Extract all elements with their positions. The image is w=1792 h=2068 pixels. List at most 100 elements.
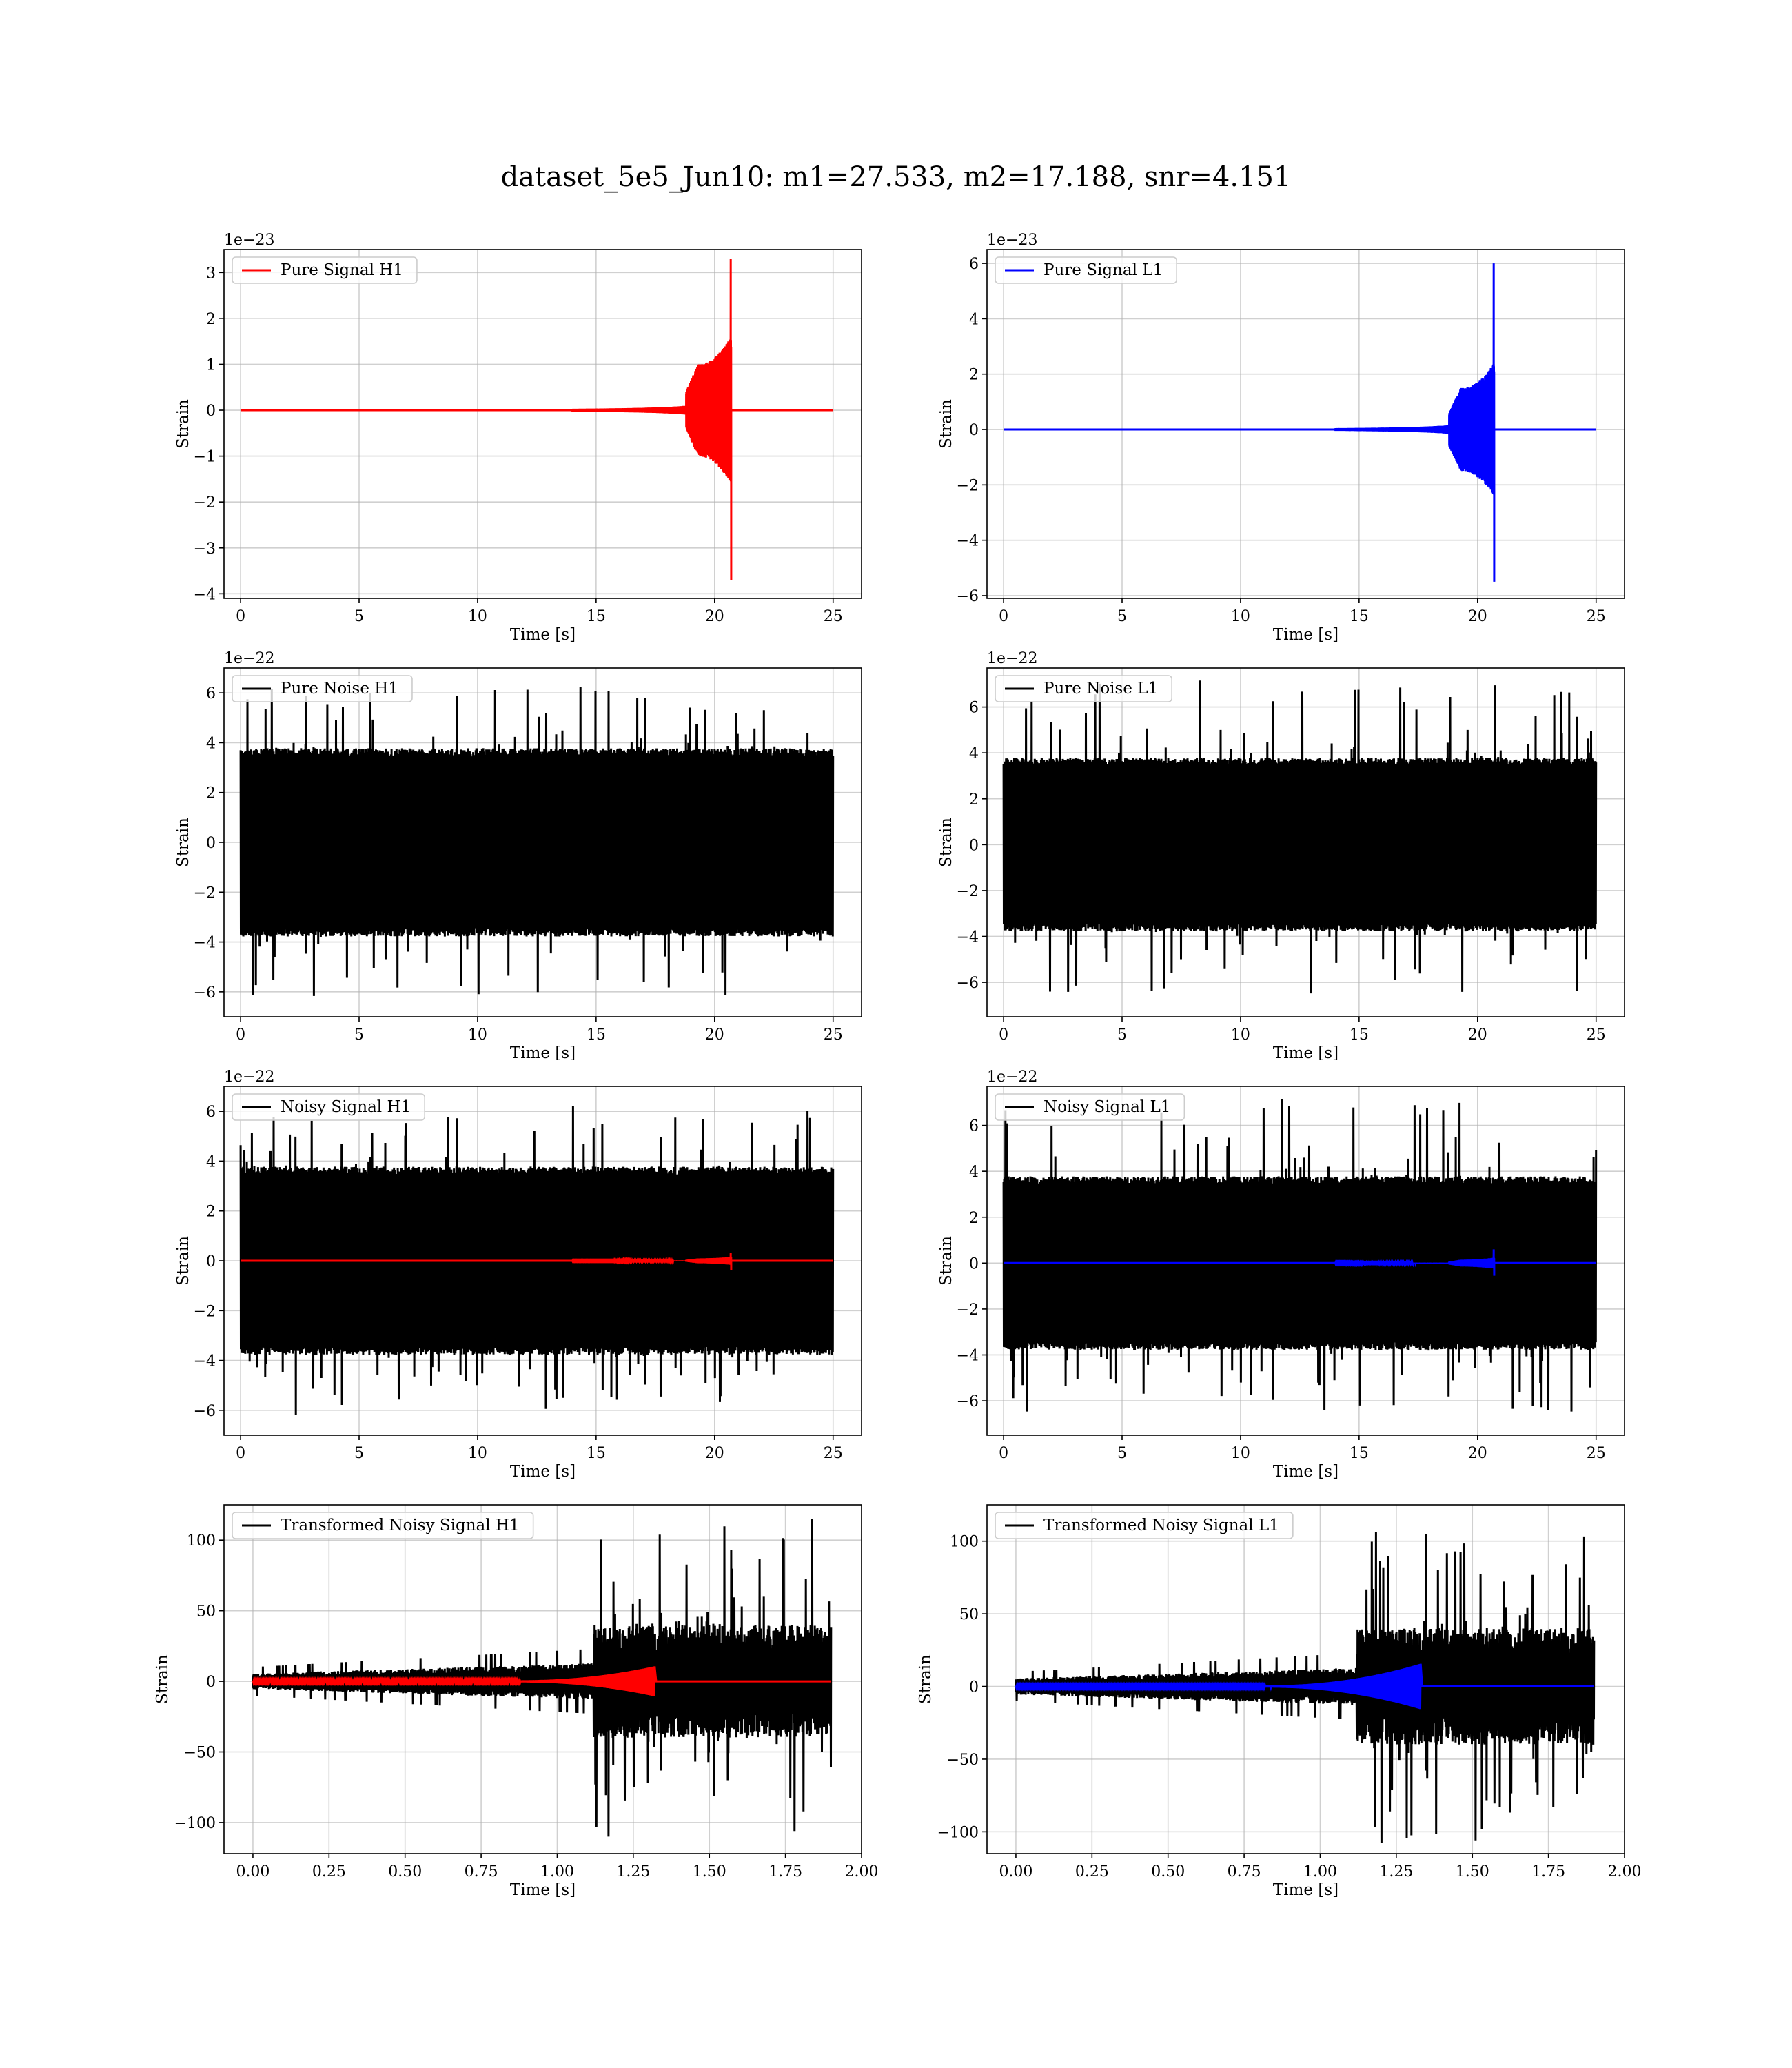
legend-label: Transformed Noisy Signal H1 — [281, 1517, 520, 1534]
y-tick-label: −6 — [194, 984, 216, 1002]
x-tick-label: 15 — [1350, 1445, 1369, 1462]
y-axis-label: Strain — [937, 818, 955, 867]
y-tick-label: −50 — [184, 1745, 216, 1762]
x-tick-label: 0.25 — [1075, 1863, 1109, 1881]
series-line — [1002, 680, 1598, 994]
x-tick-label: 0 — [236, 1026, 245, 1044]
y-tick-label: 50 — [959, 1606, 979, 1623]
x-tick-label: 1.75 — [768, 1863, 802, 1881]
legend-box — [995, 256, 1177, 284]
y-tick-label: −6 — [957, 588, 979, 605]
y-tick-label: −2 — [194, 884, 216, 902]
series-line — [1334, 263, 1596, 582]
y-tick-label: −50 — [947, 1752, 979, 1769]
y-tick-label: 0 — [206, 1674, 216, 1691]
x-tick-label: 5 — [354, 608, 364, 625]
y-tick-label: 4 — [206, 735, 216, 752]
axes-frame — [986, 1504, 1625, 1854]
x-tick-label: 25 — [1587, 608, 1606, 625]
series-line — [1015, 1663, 1594, 1710]
y-tick-label: −2 — [194, 494, 216, 511]
y-tick-label: −4 — [194, 935, 216, 952]
y-tick-label: 6 — [969, 256, 979, 273]
y-axis-label: Strain — [937, 399, 955, 449]
y-tick-label: 6 — [969, 1118, 979, 1135]
x-tick-label: 15 — [1350, 1026, 1369, 1044]
legend: Transformed Noisy Signal L1 — [995, 1512, 1294, 1539]
series-line — [571, 258, 833, 580]
legend-label: Pure Signal H1 — [281, 261, 403, 279]
y-tick-label: −4 — [957, 533, 979, 550]
x-axis-label: Time [s] — [1273, 1463, 1338, 1481]
x-tick-label: 25 — [1587, 1445, 1606, 1462]
x-tick-label: 0.25 — [312, 1863, 346, 1881]
y-axis-label: Strain — [917, 1654, 935, 1704]
x-axis-label: Time [s] — [1273, 1044, 1338, 1062]
y-tick-label: −6 — [957, 975, 979, 992]
y-tick-label: −2 — [194, 1303, 216, 1320]
x-tick-label: 15 — [587, 1026, 606, 1044]
x-tick-label: 25 — [824, 608, 843, 625]
y-tick-label: 2 — [206, 1204, 216, 1221]
x-axis-label: Time [s] — [510, 626, 576, 644]
x-tick-label: 1.00 — [1303, 1863, 1337, 1881]
y-tick-label: 6 — [206, 685, 216, 702]
y-tick-label: −100 — [174, 1815, 216, 1832]
y-tick-label: −4 — [194, 1353, 216, 1370]
legend-box — [232, 1093, 425, 1121]
legend: Pure Noise L1 — [995, 675, 1172, 702]
x-tick-label: 10 — [468, 608, 487, 625]
y-tick-label: 3 — [206, 265, 216, 282]
x-tick-label: 5 — [1117, 608, 1127, 625]
legend-box — [995, 675, 1172, 702]
legend-label: Pure Noise L1 — [1043, 680, 1158, 698]
x-tick-label: 20 — [1468, 1026, 1487, 1044]
y-tick-label: 50 — [196, 1603, 216, 1621]
y-tick-label: 0 — [206, 403, 216, 420]
y-tick-label: −1 — [194, 449, 216, 466]
y-tick-label: 6 — [206, 1104, 216, 1121]
y-offset-text: 1e−22 — [224, 1068, 274, 1086]
y-axis-label: Strain — [174, 818, 192, 867]
x-tick-label: 0 — [236, 608, 245, 625]
y-tick-label: 2 — [206, 785, 216, 802]
x-tick-label: 1.75 — [1531, 1863, 1565, 1881]
transformed-noisy-signal-h1-plot-area — [252, 1519, 833, 1837]
x-tick-label: 20 — [705, 608, 724, 625]
y-tick-label: 2 — [969, 791, 979, 809]
noisy-signal-l1-plot-area — [1002, 1099, 1598, 1412]
y-axis-label: Strain — [174, 399, 192, 449]
y-offset-text: 1e−22 — [987, 1068, 1037, 1086]
y-tick-label: 100 — [187, 1532, 216, 1550]
axes-frame — [223, 1504, 862, 1854]
x-tick-label: 5 — [1117, 1026, 1127, 1044]
y-offset-text: 1e−23 — [987, 232, 1037, 249]
y-tick-label: 2 — [969, 1210, 979, 1227]
x-tick-label: 25 — [824, 1026, 843, 1044]
x-tick-label: 5 — [354, 1445, 364, 1462]
y-tick-label: 100 — [950, 1534, 979, 1551]
y-tick-label: 0 — [969, 1679, 979, 1696]
y-tick-label: −4 — [957, 1347, 979, 1364]
x-axis-label: Time [s] — [1273, 626, 1338, 644]
x-tick-label: 0 — [999, 608, 1008, 625]
x-tick-label: 10 — [468, 1445, 487, 1462]
legend-box — [995, 1512, 1294, 1539]
x-tick-label: 2.00 — [845, 1863, 879, 1881]
legend: Transformed Noisy Signal H1 — [232, 1512, 534, 1539]
legend-label: Transformed Noisy Signal L1 — [1043, 1517, 1279, 1534]
y-offset-text: 1e−22 — [224, 650, 274, 667]
y-tick-label: 0 — [206, 835, 216, 852]
transformed-noisy-signal-h1-chart: 0.00 0.25 0.50 0.75 1.00 1.25 1.50 1.75 2.00 100 5… — [154, 1504, 879, 1899]
y-axis-label: Strain — [937, 1236, 955, 1286]
y-tick-label: 6 — [969, 700, 979, 717]
x-tick-label: 5 — [1117, 1445, 1127, 1462]
legend: Pure Signal L1 — [995, 256, 1177, 284]
x-tick-label: 0.00 — [999, 1863, 1032, 1881]
x-tick-label: 1.50 — [1456, 1863, 1489, 1881]
x-tick-label: 1.25 — [1379, 1863, 1413, 1881]
axes-frame — [986, 249, 1625, 599]
